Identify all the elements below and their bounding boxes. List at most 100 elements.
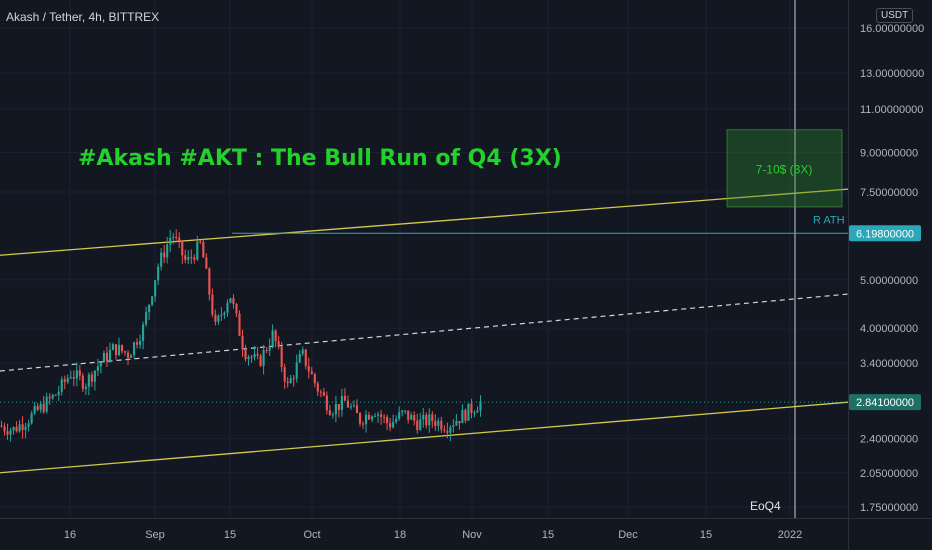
candle-body — [268, 346, 271, 351]
candle-body — [377, 414, 380, 416]
candle-body — [304, 349, 307, 367]
candle-body — [349, 406, 353, 408]
price-tick-label: 13.00000000 — [860, 68, 924, 80]
candle-body — [84, 386, 87, 389]
candle-body — [217, 315, 220, 322]
candle-body — [425, 414, 428, 426]
candle-body — [434, 420, 437, 426]
candle-body — [205, 257, 208, 269]
candle-body — [3, 426, 6, 432]
candle-body — [380, 414, 383, 417]
candle-body — [295, 362, 298, 379]
candle-body — [21, 424, 24, 430]
candle-body — [18, 424, 21, 432]
time-tick-label: 15 — [542, 529, 554, 541]
candle-body — [470, 403, 473, 414]
candle-body — [175, 236, 178, 238]
candle-body — [15, 427, 18, 432]
candle-body — [235, 303, 238, 314]
candle-body — [139, 341, 142, 345]
candle-body — [464, 409, 467, 421]
candle-body — [392, 421, 395, 428]
candle-body — [319, 391, 322, 393]
candle-body — [422, 414, 425, 420]
candle-body — [81, 375, 84, 389]
time-tick-label: Oct — [303, 529, 320, 541]
candle-body — [253, 353, 256, 358]
candle-body — [479, 401, 482, 411]
candle-body — [364, 414, 368, 425]
candle-body — [172, 236, 175, 239]
candle-body — [289, 378, 292, 384]
last-price-label: 2.84100000 — [856, 397, 914, 409]
candle-body — [355, 405, 359, 414]
candle-body — [337, 404, 340, 411]
currency-selector[interactable]: USDT — [876, 8, 914, 23]
candle-body — [395, 418, 398, 422]
candle-body — [226, 302, 229, 313]
candle-body — [428, 414, 431, 426]
last-price-badge — [849, 394, 921, 411]
candle-body — [316, 383, 319, 392]
candle-body — [199, 241, 202, 243]
upper-channel-line — [0, 188, 849, 256]
candle-body — [66, 378, 69, 382]
candle-body — [223, 312, 226, 315]
candle-body — [93, 370, 96, 382]
candle-body — [60, 379, 63, 392]
candle-body — [277, 341, 280, 347]
lower-channel-line — [0, 401, 849, 474]
time-tick-label: 2022 — [778, 529, 802, 541]
candle-body — [111, 344, 115, 350]
price-tick-label: 3.40000000 — [860, 358, 918, 370]
candle-body — [370, 416, 374, 420]
time-tick-label: 15 — [700, 529, 712, 541]
candle-body — [473, 412, 476, 414]
time-tick-label: 16 — [64, 529, 76, 541]
ath-price-label: 6.19800000 — [856, 228, 914, 240]
candle-body — [157, 266, 160, 281]
candle-body — [416, 420, 419, 431]
candle-body — [322, 392, 325, 396]
candle-body — [148, 304, 151, 313]
candle-body — [250, 356, 253, 358]
candle-body — [443, 429, 446, 431]
time-tick-label: Nov — [462, 529, 482, 541]
time-tick-label: 18 — [394, 529, 406, 541]
candle-body — [145, 312, 148, 325]
candle-body — [259, 355, 262, 366]
candle-body — [298, 353, 301, 363]
candle-body — [42, 403, 45, 412]
candle-body — [105, 352, 108, 361]
candle-body — [6, 431, 9, 435]
candle-body — [301, 349, 304, 354]
candle-body — [208, 268, 211, 295]
price-tick-label: 1.75000000 — [860, 502, 918, 514]
candle-body — [136, 342, 139, 345]
candle-body — [24, 426, 27, 430]
candle-body — [211, 294, 214, 315]
candle-body — [190, 256, 193, 258]
candle-body — [244, 349, 247, 360]
candle-body — [9, 430, 12, 435]
candle-body — [117, 344, 121, 356]
candle-body — [63, 379, 66, 382]
candle-body — [75, 370, 78, 379]
candle-body — [452, 425, 455, 428]
candle-body — [57, 391, 60, 396]
price-tick-label: 2.40000000 — [860, 434, 918, 446]
candle-body — [367, 414, 371, 420]
candle-body — [126, 352, 130, 358]
candle-body — [78, 370, 81, 376]
candle-body — [133, 342, 136, 356]
candle-body — [151, 296, 154, 305]
candle-body — [45, 396, 48, 412]
candle-body — [72, 377, 75, 379]
time-tick-label: 15 — [224, 529, 236, 541]
candle-body — [69, 377, 72, 379]
ath-price-badge — [849, 225, 921, 242]
candle-body — [120, 344, 124, 352]
candle-body — [410, 415, 413, 420]
candle-body — [404, 410, 407, 412]
